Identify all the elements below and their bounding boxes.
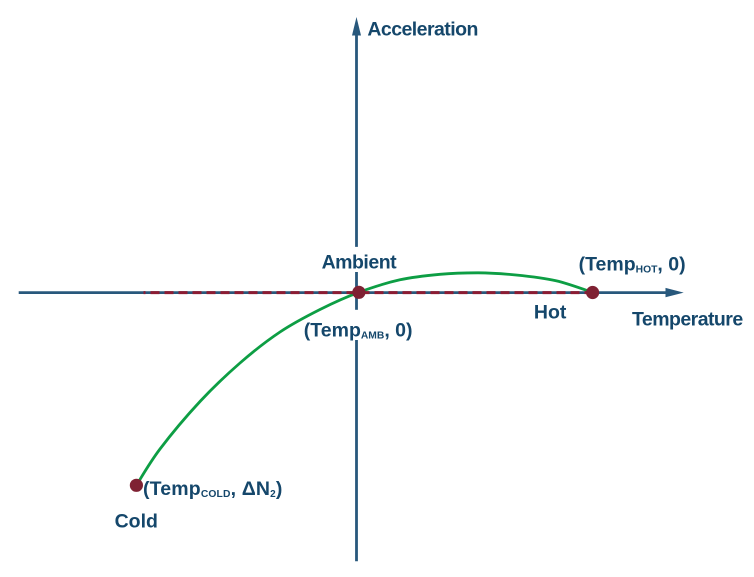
svg-text:Temperature: Temperature — [632, 308, 743, 330]
svg-text:(TempHOT, 0): (TempHOT, 0) — [579, 253, 686, 275]
svg-text:Acceleration: Acceleration — [367, 18, 477, 40]
svg-text:(TempCOLD, ΔN2): (TempCOLD, ΔN2) — [143, 478, 283, 500]
svg-text:(TempAMB, 0): (TempAMB, 0) — [304, 320, 413, 342]
svg-text:Cold: Cold — [115, 511, 158, 533]
svg-text:Hot: Hot — [534, 301, 567, 323]
svg-text:Ambient: Ambient — [322, 252, 398, 274]
